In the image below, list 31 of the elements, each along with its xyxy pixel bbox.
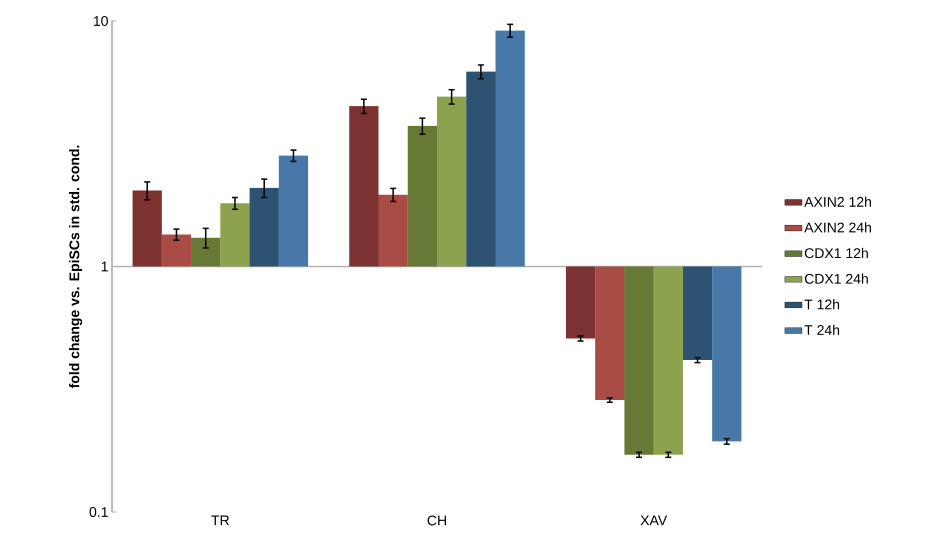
bar <box>250 188 279 266</box>
bar <box>408 126 438 266</box>
legend-label: CDX1 24h <box>804 273 868 284</box>
bar <box>349 106 379 266</box>
legend-label: AXIN2 12h <box>804 196 871 207</box>
legend-label: CDX1 12h <box>804 248 868 258</box>
bar <box>682 266 712 360</box>
legend-label: AXIN2 24h <box>804 222 871 232</box>
bar <box>566 266 596 339</box>
bar <box>191 238 220 266</box>
legend-label: T 24h <box>804 324 840 335</box>
bar <box>437 96 466 266</box>
bar <box>496 30 525 266</box>
x-tick-label: CH <box>428 516 446 526</box>
bar <box>162 234 192 266</box>
bar <box>595 266 624 400</box>
x-tick-label: XAV <box>640 516 668 526</box>
bar <box>278 156 308 266</box>
legend-label: T 12h <box>804 299 840 310</box>
bar <box>220 203 250 266</box>
x-tick-label: TR <box>211 516 230 526</box>
bar <box>624 266 654 455</box>
bar <box>378 194 408 266</box>
y-tick-label: 1 <box>102 262 108 272</box>
bar <box>712 266 742 442</box>
y-tick-label: 0.1 <box>90 507 108 517</box>
y-axis-title: fold change vs. EpiSCs in std. cond. <box>69 146 82 388</box>
bar <box>654 266 683 455</box>
y-tick-label: 10 <box>94 16 108 26</box>
bar <box>132 190 162 266</box>
bar <box>466 72 496 266</box>
